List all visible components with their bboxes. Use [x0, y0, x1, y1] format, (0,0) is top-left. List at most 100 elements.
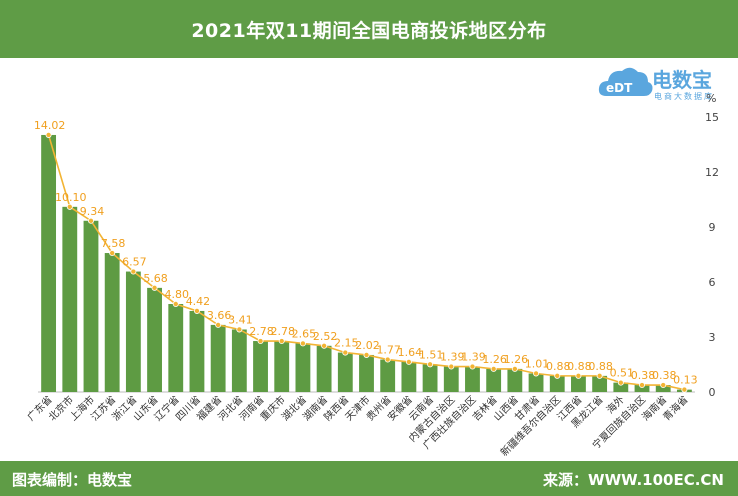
data-label: 0.51: [610, 367, 635, 380]
trend-point: [193, 307, 200, 314]
data-label: 1.51: [419, 348, 444, 361]
data-label: 0.88: [567, 360, 592, 373]
y-tick-label: 0: [709, 386, 716, 399]
trend-point: [109, 250, 116, 257]
bar: [380, 359, 396, 392]
bar: [83, 220, 99, 392]
trend-point: [469, 363, 476, 370]
bar: [295, 343, 311, 392]
bar: [253, 341, 268, 392]
trend-point: [405, 358, 412, 365]
bar: [571, 375, 586, 392]
bar: [189, 310, 205, 392]
y-tick-label: 3: [709, 331, 716, 344]
trend-point: [236, 326, 243, 333]
data-label: 2.78: [270, 325, 295, 338]
trend-point: [342, 349, 349, 356]
data-label: 0.88: [588, 360, 613, 373]
data-label: 9.34: [80, 205, 105, 218]
trend-point: [45, 131, 52, 138]
trend-point: [172, 300, 179, 307]
trend-point: [448, 363, 455, 370]
trend-point: [321, 342, 328, 349]
trend-point: [596, 372, 603, 379]
data-label: 1.64: [398, 346, 423, 359]
brand-logo: eDT 电数宝 电商大数据库: [596, 60, 736, 106]
bar: [486, 368, 502, 392]
trend-point: [617, 379, 624, 386]
trend-point: [554, 372, 561, 379]
trend-point: [384, 356, 391, 363]
y-tick-label: 15: [705, 111, 719, 124]
data-label: 0.38: [631, 369, 656, 382]
bar: [443, 366, 459, 392]
bar: [592, 375, 608, 392]
bar: [528, 373, 544, 392]
data-label: 10.10: [55, 191, 87, 204]
data-label: 4.42: [186, 295, 211, 308]
data-label: 1.26: [504, 353, 529, 366]
trend-point: [278, 338, 285, 345]
y-tick-label: 9: [709, 221, 716, 234]
bar: [316, 345, 332, 392]
bar: [422, 364, 438, 392]
trend-point: [215, 321, 222, 328]
data-label: 3.66: [207, 309, 232, 322]
cloud-logo-icon: eDT: [598, 67, 653, 96]
trend-point: [490, 365, 497, 372]
data-label: 5.68: [143, 272, 168, 285]
bar: [147, 287, 162, 392]
trend-point: [681, 386, 688, 393]
data-label: 1.01: [525, 357, 550, 370]
trend-point: [427, 361, 434, 368]
bar: [465, 366, 480, 392]
data-label: 2.15: [334, 337, 359, 350]
data-label: 6.57: [122, 256, 147, 269]
logo-tagline: 电商大数据库: [654, 92, 714, 101]
footer-bar: 图表编制：电数宝 来源：WWW.100EC.CN: [0, 461, 738, 496]
bar: [168, 304, 184, 392]
logo-brand-text: 电数宝: [652, 68, 712, 92]
data-label: 0.13: [673, 374, 698, 387]
data-label: 1.39: [461, 351, 486, 364]
y-axis-unit: %: [706, 92, 717, 105]
data-label: 0.38: [652, 369, 677, 382]
trend-point: [299, 340, 306, 347]
data-label: 2.02: [355, 339, 380, 352]
footer-source: 来源：WWW.100EC.CN: [543, 471, 724, 489]
y-tick-label: 12: [705, 166, 719, 179]
data-label: 14.02: [34, 119, 66, 132]
y-tick-label: 6: [709, 276, 716, 289]
svg-text:eDT: eDT: [606, 81, 633, 95]
trend-point: [151, 284, 158, 291]
footer-credit: 图表编制：电数宝: [12, 471, 133, 489]
bar: [359, 354, 374, 392]
bar: [231, 329, 247, 392]
data-label: 2.52: [313, 330, 338, 343]
trend-point: [130, 268, 137, 275]
trend-point: [66, 203, 73, 210]
bar: [337, 352, 353, 392]
trend-point: [533, 370, 540, 377]
bar: [104, 253, 120, 392]
bar: [401, 361, 417, 392]
data-label: 2.65: [292, 327, 317, 340]
bar: [549, 375, 565, 392]
bar: [125, 271, 141, 392]
data-label: 1.39: [440, 351, 465, 364]
trend-point: [575, 372, 582, 379]
data-label: 0.88: [546, 360, 571, 373]
trend-point: [257, 338, 264, 345]
data-label: 2.78: [249, 325, 274, 338]
bar: [41, 134, 57, 392]
header-bar: 2021年双11期间全国电商投诉地区分布: [0, 0, 738, 58]
bar: [62, 206, 78, 392]
data-label: 3.41: [228, 313, 253, 326]
chart-title: 2021年双11期间全国电商投诉地区分布: [191, 19, 547, 42]
bar: [613, 382, 629, 392]
bar: [274, 341, 290, 392]
trend-point: [639, 382, 646, 389]
trend-point: [511, 365, 518, 372]
